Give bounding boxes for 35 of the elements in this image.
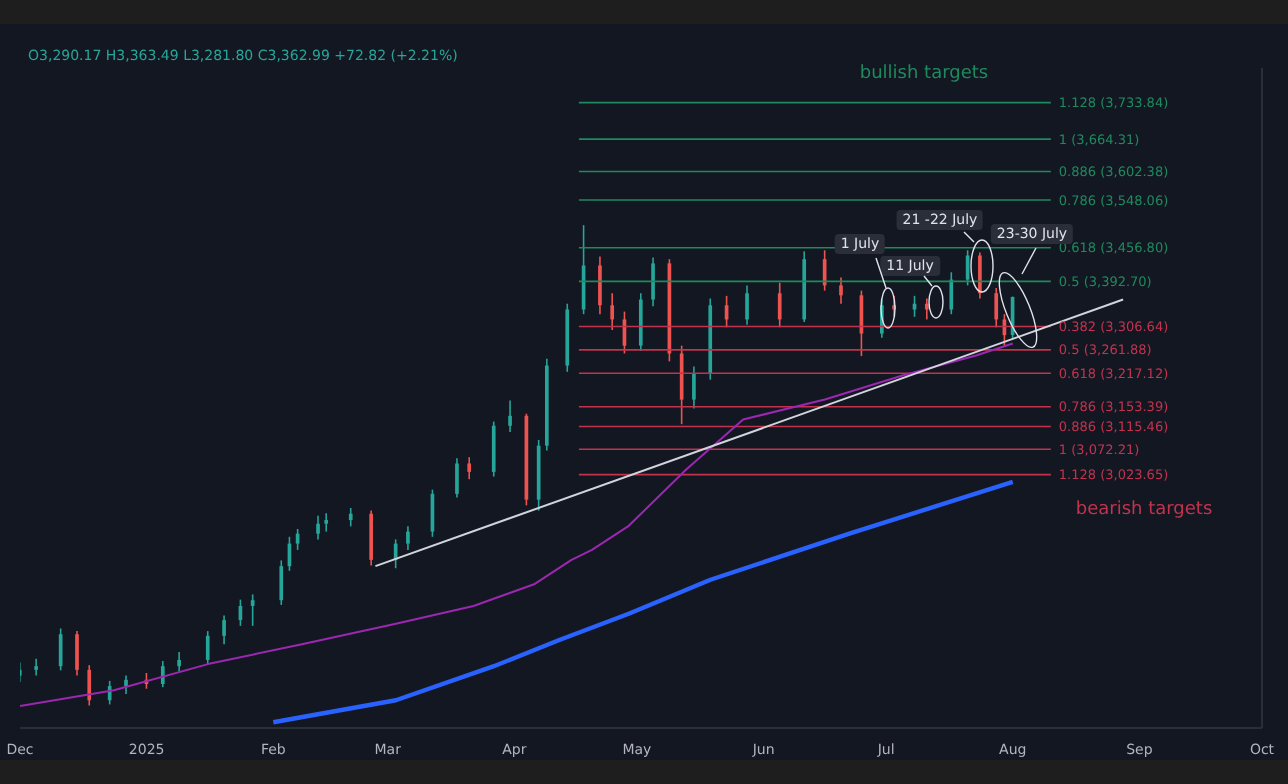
candlestick: [949, 271, 954, 315]
candlestick: [924, 297, 929, 321]
annotation: bearish targets: [1073, 500, 1215, 520]
candlestick: [324, 512, 329, 533]
candlestick: [491, 420, 496, 478]
candlestick: [279, 559, 284, 606]
candlestick: [348, 507, 353, 528]
annotation: bullish targets: [857, 64, 991, 84]
candlestick: [745, 284, 749, 326]
candlestick: [205, 630, 210, 665]
candlestick: [250, 593, 255, 627]
candlestick: [160, 660, 165, 688]
candlestick: [393, 538, 398, 570]
candlestick: [124, 674, 128, 695]
candlestick: [107, 680, 112, 706]
candlestick: [994, 287, 999, 329]
candlestick: [638, 292, 643, 352]
candlestick: [777, 281, 782, 329]
candlestick: [34, 658, 38, 677]
candlestick: [508, 399, 512, 433]
candlestick: [316, 515, 320, 541]
candlestick: [406, 525, 410, 551]
candlestick: [467, 456, 472, 480]
candlestick: [369, 509, 373, 567]
candlestick: [75, 630, 79, 677]
candlestick: [177, 651, 181, 673]
candlestick: [222, 614, 226, 645]
candlestick: [87, 664, 92, 707]
candlestick: [839, 276, 843, 305]
candlestick: [651, 256, 655, 308]
candlestick: [455, 457, 459, 499]
candlestick: [610, 292, 615, 331]
candlestick: [598, 255, 602, 315]
candlestick: [978, 251, 982, 300]
candlestick: [692, 365, 696, 410]
